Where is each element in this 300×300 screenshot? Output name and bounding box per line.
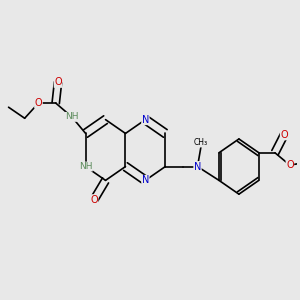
Text: O: O [35, 98, 42, 108]
Text: N: N [142, 176, 149, 185]
Text: NH: NH [65, 112, 79, 122]
Text: O: O [54, 77, 62, 87]
Text: O: O [280, 130, 288, 140]
Text: CH₃: CH₃ [194, 138, 208, 147]
Text: O: O [90, 195, 98, 205]
Text: O: O [286, 160, 294, 170]
Text: N: N [194, 162, 201, 172]
Text: N: N [142, 115, 149, 124]
Text: NH: NH [79, 162, 92, 171]
